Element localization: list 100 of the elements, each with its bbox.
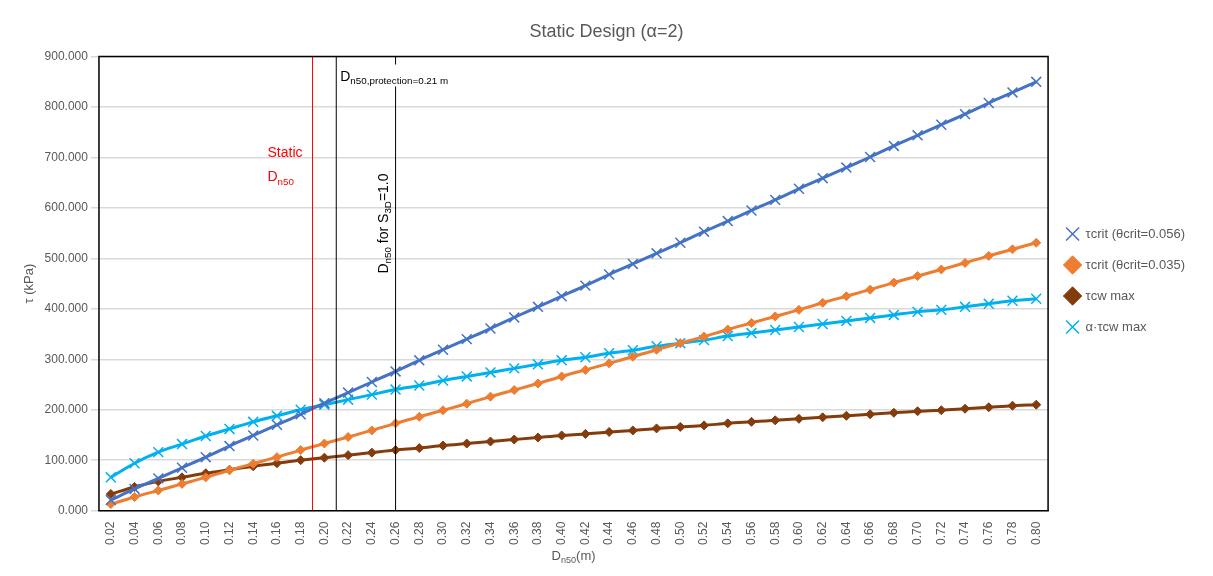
x-tick-label: 0.12: [221, 521, 236, 545]
point: [461, 333, 473, 345]
point: [627, 351, 638, 362]
point: [271, 410, 283, 422]
point: [816, 172, 829, 184]
point: [911, 306, 924, 318]
x-tick-label: 0.02: [103, 521, 118, 545]
y-tick-label: 800.000: [44, 99, 89, 114]
x-tick-label: 0.22: [340, 521, 355, 545]
point: [603, 347, 615, 359]
x-tick-label: 0.44: [601, 521, 616, 545]
point: [555, 354, 568, 367]
point: [793, 183, 805, 195]
y-tick-label: 0.000: [57, 502, 89, 517]
point: [745, 204, 758, 217]
x-tick-label: 0.62: [814, 521, 829, 545]
x-tick-label: 0.06: [150, 521, 165, 545]
x-tick-label: 0.14: [245, 521, 260, 545]
point: [319, 452, 330, 463]
point: [389, 365, 402, 378]
point: [271, 452, 282, 463]
point: [247, 429, 259, 442]
point: [1007, 400, 1018, 411]
point: [888, 277, 899, 288]
x-tick-label: 0.76: [981, 521, 996, 545]
point: [627, 258, 639, 270]
point: [888, 309, 900, 321]
y-tick-label: 900.000: [44, 48, 89, 63]
point: [129, 492, 140, 503]
point: [722, 330, 734, 342]
point: [699, 331, 710, 342]
chart-title: Static Design (α=2): [529, 20, 684, 41]
point: [627, 344, 639, 356]
point: [342, 386, 354, 399]
point: [959, 301, 971, 313]
point: [437, 344, 449, 356]
point: [509, 434, 520, 445]
x-tick-label: 0.74: [957, 521, 972, 545]
point: [295, 445, 306, 456]
point: [1007, 244, 1018, 255]
x-tick-label: 0.38: [530, 521, 545, 545]
point: [935, 304, 948, 316]
point: [153, 485, 164, 496]
point: [580, 364, 591, 375]
x-tick-label: 0.08: [174, 521, 189, 545]
y-tick-label: 700.000: [44, 149, 89, 164]
point: [793, 321, 805, 333]
x-tick-label: 0.54: [720, 521, 735, 545]
point: [532, 378, 543, 389]
point: [152, 446, 164, 458]
x-tick-label: 0.24: [364, 521, 379, 545]
point: [413, 379, 425, 392]
point: [461, 398, 472, 409]
y-tick-label: 200.000: [44, 402, 89, 417]
point: [674, 237, 686, 249]
point: [627, 425, 638, 436]
point: [579, 351, 592, 363]
point: [556, 371, 567, 382]
point: [437, 374, 449, 387]
point: [698, 225, 710, 238]
x-tick-label: 0.10: [198, 521, 213, 545]
point: [532, 301, 544, 313]
point: [604, 358, 615, 369]
point: [1030, 293, 1042, 305]
point: [509, 385, 520, 396]
x-tick-label: 0.26: [387, 521, 402, 545]
legend-label: τcrit (θcrit=0.035): [1085, 256, 1185, 272]
point: [603, 268, 615, 281]
point: [532, 432, 543, 443]
x-tick-label: 0.48: [648, 521, 663, 545]
point: [200, 430, 212, 442]
point: [911, 129, 924, 141]
point: [485, 436, 496, 447]
point: [769, 324, 781, 336]
x-tick-label: 0.36: [506, 521, 521, 545]
x-tick-label: 0.68: [886, 521, 901, 545]
y-tick-label: 100.000: [44, 452, 89, 467]
point: [319, 438, 330, 449]
point: [342, 393, 354, 406]
point: [414, 411, 425, 422]
point: [983, 97, 995, 109]
point: [650, 247, 663, 260]
annotation: Dn50 for S3D=1.0: [374, 173, 394, 274]
x-tick-label: 0.42: [577, 521, 592, 545]
x-tick-label: 0.78: [1004, 521, 1019, 545]
point: [366, 376, 378, 388]
point: [295, 455, 306, 466]
point: [983, 298, 995, 310]
x-tick-label: 0.66: [862, 521, 877, 545]
point: [105, 489, 116, 499]
point: [1006, 295, 1019, 307]
point: [389, 383, 402, 396]
point: [555, 290, 568, 302]
point: [864, 151, 876, 163]
legend-label: α·τcw max: [1085, 318, 1148, 334]
point: [484, 366, 497, 379]
x-tick-label: 0.72: [933, 521, 948, 545]
x-tick-label: 0.34: [482, 521, 497, 545]
point: [461, 370, 473, 383]
point: [864, 312, 876, 324]
